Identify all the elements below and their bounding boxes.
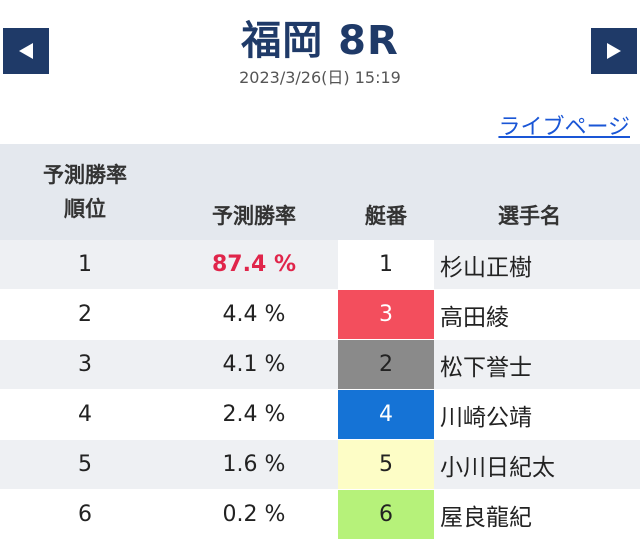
header-rank-line1: 予測勝率 [43,163,127,187]
boat-number-cell: 1 [338,240,434,290]
racer-name-cell: 川崎公靖 [434,389,640,440]
table-row: 3 4.1 % 2 松下誉士 [0,339,640,390]
table-row: 2 4.4 % 3 高田綾 [0,289,640,340]
rate-cell: 4.1 % [170,339,338,390]
boat-number-cell: 4 [338,389,434,440]
boat-number-cell: 5 [338,439,434,490]
table-row: 5 1.6 % 5 小川日紀太 [0,439,640,490]
header-rank: 予測勝率 順位 [0,144,170,240]
prediction-table: 予測勝率 順位 予測勝率 艇番 選手名 1 87.4 % 1 杉山正樹 2 4.… [0,144,640,540]
boat-number-cell: 6 [338,489,434,540]
rank-cell: 3 [0,339,170,390]
boat-number-cell: 2 [338,339,434,390]
table-row: 4 2.4 % 4 川崎公靖 [0,389,640,440]
rank-cell: 4 [0,389,170,440]
header-rate: 予測勝率 [170,144,338,240]
racer-name-cell: 杉山正樹 [434,240,640,290]
rank-cell: 5 [0,439,170,490]
rank-cell: 2 [0,289,170,340]
racer-name-cell: 小川日紀太 [434,439,640,490]
rate-cell: 1.6 % [170,439,338,490]
racer-name-cell: 屋良龍紀 [434,489,640,540]
header-boat: 艇番 [338,144,434,240]
boat-number-cell: 3 [338,289,434,340]
racer-name-cell: 松下誉士 [434,339,640,390]
rank-cell: 6 [0,489,170,540]
table-row: 6 0.2 % 6 屋良龍紀 [0,489,640,540]
triangle-left-icon [19,43,33,59]
table-row: 1 87.4 % 1 杉山正樹 [0,240,640,290]
prev-race-button[interactable] [3,28,49,74]
rate-cell: 0.2 % [170,489,338,540]
rate-cell: 87.4 % [170,240,338,290]
race-datetime: 2023/3/26(日) 15:19 [239,68,401,87]
live-page-link[interactable]: ライブページ [498,115,630,140]
next-race-button[interactable] [591,28,637,74]
rate-cell: 2.4 % [170,389,338,440]
table-header-row: 予測勝率 順位 予測勝率 艇番 選手名 [0,144,640,240]
header-name: 選手名 [434,144,640,240]
triangle-right-icon [607,43,621,59]
page-title: 福岡 8R [241,18,399,64]
racer-name-cell: 高田綾 [434,289,640,340]
header-rank-line2: 順位 [64,197,106,221]
rate-cell: 4.4 % [170,289,338,340]
rank-cell: 1 [0,240,170,290]
